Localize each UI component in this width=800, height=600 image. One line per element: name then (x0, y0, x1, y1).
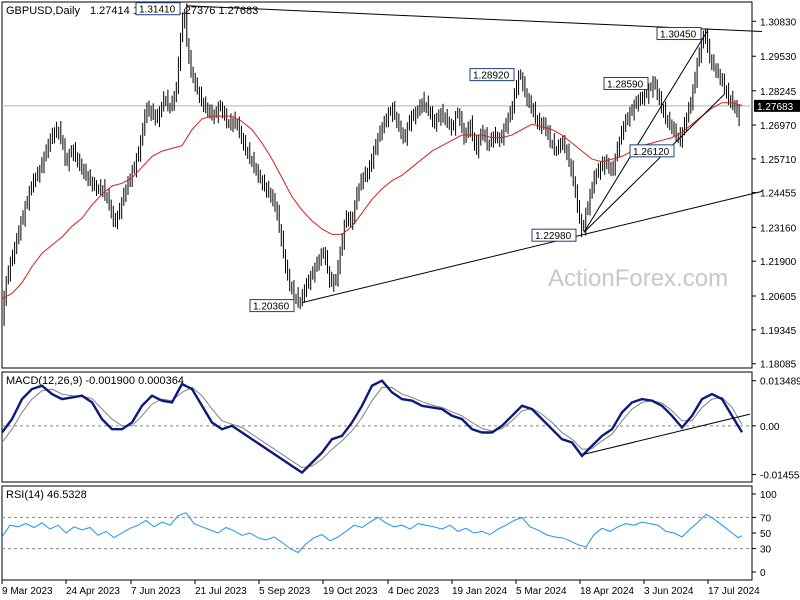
price-label-box (135, 2, 181, 16)
x-tick-label: 5 Mar 2024 (516, 586, 567, 597)
current-price-label: 1.27683 (757, 102, 794, 113)
price-label-box (249, 299, 295, 313)
price-ytick-label: 1.28245 (760, 87, 797, 98)
x-tick-label: 5 Sep 2023 (259, 586, 311, 597)
price-ytick-label: 1.24455 (760, 189, 797, 200)
rsi-ytick-label: 0 (760, 568, 766, 579)
price-ytick-label: 1.23160 (760, 223, 797, 234)
price-ytick-label: 1.18085 (760, 360, 797, 371)
macd-pane-frame (1, 371, 753, 483)
x-tick-label: 19 Oct 2023 (323, 586, 378, 597)
price-ytick-label: 1.30830 (760, 17, 797, 28)
price-label-text: 1.22980 (535, 231, 572, 242)
price-ytick-label: 1.25710 (760, 155, 797, 166)
price-trend-line (583, 31, 708, 233)
macd-title: MACD(12,26,9) -0.001900 0.000364 (6, 375, 184, 387)
rsi-ytick-label: 30 (760, 545, 772, 556)
rsi-line (1, 512, 743, 554)
price-ytick-label: 1.21900 (760, 257, 797, 268)
price-label-text: 1.28920 (473, 71, 510, 82)
price-label-text: 1.31410 (139, 5, 176, 16)
x-tick-label: 24 Apr 2023 (66, 586, 120, 597)
macd-line (1, 379, 744, 475)
rsi-title: RSI(14) 46.5328 (6, 489, 87, 501)
watermark: ActionForex.com (548, 265, 728, 292)
price-trend-line (583, 94, 725, 233)
price-label-box (656, 27, 702, 41)
price-label-box (629, 144, 675, 158)
macd-ytick-label: 0.00 (760, 422, 780, 433)
price-label-box (603, 76, 649, 90)
price-ytick-label: 1.29530 (760, 52, 797, 63)
price-label-text: 1.20360 (253, 302, 290, 313)
price-label-text: 1.30450 (660, 30, 697, 41)
x-tick-label: 21 Jul 2023 (195, 586, 247, 597)
x-tick-label: 9 Mar 2023 (2, 586, 53, 597)
price-label-box (531, 228, 577, 242)
price-ytick-label: 1.19345 (760, 326, 797, 337)
price-pane-frame (1, 1, 753, 369)
rsi-ytick-label: 70 (760, 513, 772, 524)
current-price-box (754, 99, 800, 112)
rsi-ytick-label: 50 (760, 529, 772, 540)
macd-ytick-label: 0.013489 (760, 377, 800, 388)
price-trend-line (301, 190, 763, 304)
rsi-ytick-label: 100 (760, 490, 777, 501)
macd-ytick-label: -0.014554 (760, 470, 800, 481)
x-tick-label: 19 Jan 2024 (452, 586, 507, 597)
x-tick-label: 3 Jun 2024 (644, 586, 694, 597)
rsi-pane-frame (1, 485, 753, 581)
price-ytick-label: 1.20605 (760, 292, 797, 303)
price-label-box (469, 68, 515, 82)
price-label-text: 1.28590 (607, 79, 644, 90)
moving-average-line (1, 102, 743, 300)
price-ytick-label: 1.26970 (760, 121, 797, 132)
macd-trend-line (583, 413, 751, 455)
x-tick-label: 4 Dec 2023 (388, 586, 440, 597)
x-tick-label: 18 Apr 2024 (580, 586, 634, 597)
x-tick-label: 17 Jul 2024 (708, 586, 760, 597)
price-label-text: 1.26120 (633, 147, 670, 158)
chart-title: GBPUSD,Daily (6, 5, 80, 17)
x-tick-label: 7 Jun 2023 (131, 586, 181, 597)
